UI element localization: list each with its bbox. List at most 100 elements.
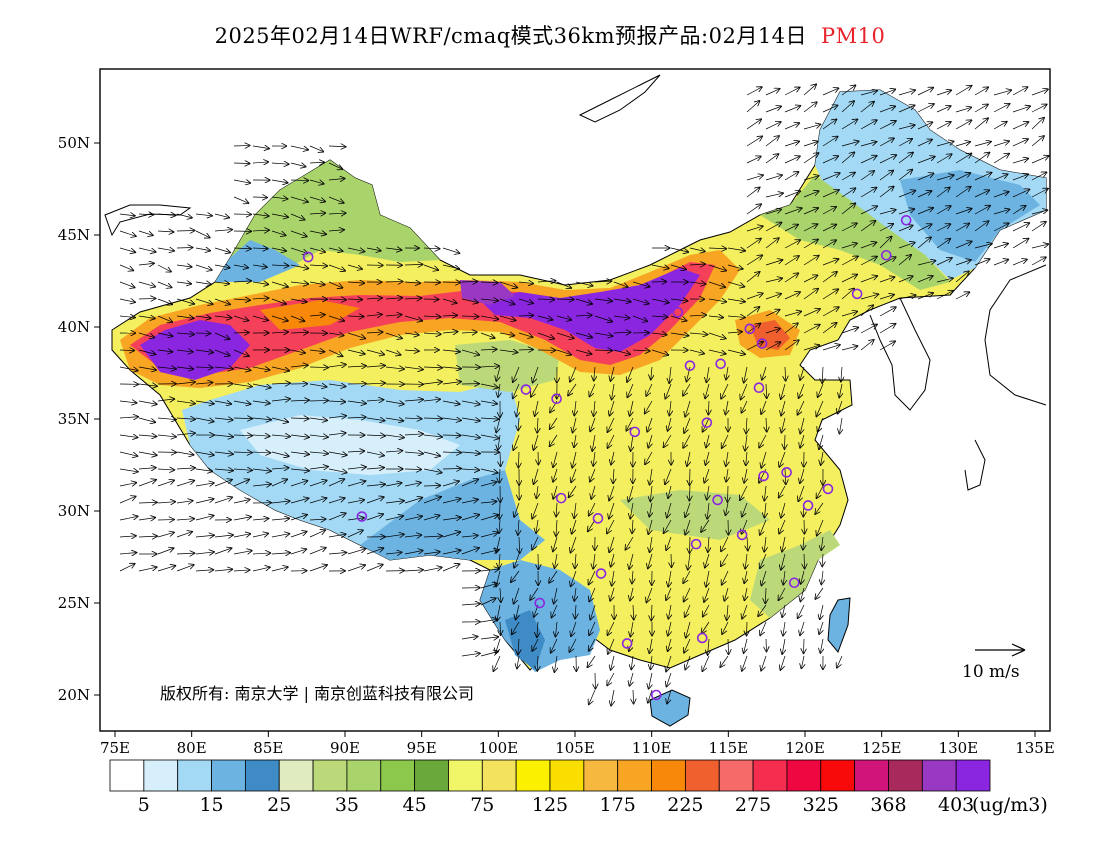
wind-arrow: [917, 276, 933, 283]
northeast-green-region: [760, 175, 950, 290]
wind-arrow: [534, 468, 539, 484]
wind-arrow: [611, 655, 614, 670]
wind-arrow: [309, 467, 328, 469]
wind-arrow: [328, 162, 342, 169]
wind-arrow: [721, 553, 729, 566]
colorbar-swatch: [718, 759, 754, 792]
wind-arrow: [537, 316, 552, 320]
wind-arrow: [309, 384, 326, 387]
wind-arrow: [649, 638, 652, 653]
wind-arrow: [442, 481, 459, 487]
wind-arrow: [841, 223, 857, 232]
wind-arrow: [587, 655, 596, 667]
wind-arrow: [917, 208, 933, 215]
wind-arrow: [683, 383, 691, 396]
wind-arrow: [271, 534, 289, 537]
wind-arrow: [233, 452, 252, 453]
wind-arrow: [955, 86, 971, 96]
wind-arrow: [613, 349, 630, 354]
wind-arrow: [727, 316, 745, 317]
wind-arrow: [480, 332, 495, 338]
wind-arrow: [271, 180, 288, 183]
wind-arrow: [685, 400, 691, 417]
wind-arrow: [569, 485, 577, 497]
wind-arrow: [689, 282, 706, 284]
wind-arrow: [442, 517, 461, 520]
wind-arrow: [480, 482, 496, 487]
wind-arrow: [785, 366, 786, 381]
lon-tick-label: 130E: [939, 739, 979, 757]
wind-arrow: [271, 501, 290, 503]
wind-arrow: [764, 502, 766, 517]
map-area: [104, 74, 1049, 727]
wind-arrow: [898, 105, 914, 113]
wind-arrow: [765, 136, 779, 147]
wind-arrow: [800, 434, 804, 448]
wind-arrow: [347, 299, 362, 300]
wind-arrow: [442, 418, 461, 420]
wind-arrow: [290, 163, 306, 167]
wind-arrow: [784, 292, 800, 300]
wind-arrow: [290, 469, 309, 471]
wind-arrow: [879, 106, 895, 113]
wind-arrow: [423, 451, 440, 456]
wind-arrow: [800, 587, 804, 601]
wind-arrow: [442, 452, 461, 453]
wind-arrow: [442, 367, 461, 369]
wind-arrow: [195, 452, 214, 455]
wind-arrow: [798, 604, 805, 618]
wind-arrow: [518, 315, 533, 316]
wind-arrow: [556, 315, 571, 320]
wind-arrow: [138, 567, 157, 572]
wind-arrow: [556, 502, 557, 516]
colorbar-swatch: [684, 759, 720, 792]
wind-arrow: [512, 621, 520, 634]
yunnan-region: [480, 560, 600, 672]
wind-arrow: [800, 417, 804, 433]
wind-arrow: [252, 418, 271, 420]
wind-arrow: [685, 519, 691, 535]
wind-arrow: [879, 171, 893, 181]
wind-arrow: [385, 483, 402, 486]
wind-arrow: [800, 468, 805, 483]
wind-arrow: [629, 553, 634, 569]
wind-arrow: [706, 434, 709, 447]
wind-arrow: [820, 638, 823, 653]
wind-arrow: [630, 587, 633, 600]
wind-arrow: [347, 366, 366, 367]
wind-arrow: [898, 170, 912, 181]
wind-arrow: [328, 281, 342, 288]
wind-arrow: [761, 400, 767, 414]
wind-arrow: [480, 583, 497, 589]
wind-arrow: [665, 468, 672, 484]
colorbar-unit: (ug/m3): [972, 794, 1048, 816]
wind-arrow: [347, 349, 365, 354]
wind-arrow: [610, 587, 614, 601]
wind-arrow: [290, 515, 307, 521]
wind-arrow: [610, 400, 615, 416]
wind-arrow: [138, 536, 157, 537]
wind-arrow: [815, 587, 824, 599]
wind-arrow: [551, 638, 558, 653]
wind-arrow: [765, 154, 778, 164]
wind-arrow: [879, 341, 895, 351]
wind-arrow: [650, 485, 652, 501]
station-marker: [758, 470, 769, 482]
wind-arrow: [549, 570, 558, 583]
wind-arrow: [290, 265, 308, 268]
wind-arrow: [195, 264, 212, 270]
wind-arrow: [119, 435, 137, 437]
wind-arrow: [703, 604, 710, 616]
wind-arrow: [309, 180, 324, 184]
station-marker: [712, 494, 723, 506]
wind-arrow: [803, 176, 819, 181]
wind-arrow: [782, 604, 785, 617]
wind-scale-label: 10 m/s: [962, 662, 1020, 682]
wind-arrow: [822, 190, 839, 198]
lat-tick-label: 20N: [58, 686, 90, 704]
wind-arrow: [572, 519, 577, 534]
wind-arrow: [747, 536, 748, 550]
wind-arrow: [744, 587, 747, 600]
wind-arrow: [480, 652, 498, 657]
wind-arrow: [781, 553, 786, 570]
